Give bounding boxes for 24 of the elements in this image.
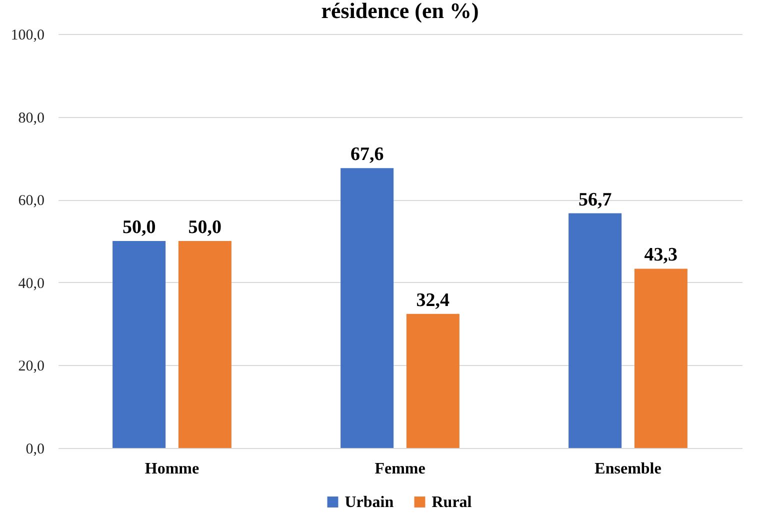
y-tick-label: 0,0 (26, 442, 44, 458)
y-tick-label: 100,0 (10, 28, 44, 44)
bar (112, 241, 166, 448)
data-label: 32,4 (416, 290, 450, 311)
y-tick-label: 20,0 (18, 358, 44, 375)
chart-title: résidence (en %) (321, 0, 479, 23)
data-label: 50,0 (122, 217, 156, 238)
data-label: 67,6 (350, 144, 384, 166)
legend-label: Rural (432, 494, 472, 511)
data-label: 43,3 (644, 244, 678, 266)
y-tick-label: 40,0 (18, 276, 44, 292)
x-tick-label: Ensemble (594, 460, 662, 478)
y-tick-label: 60,0 (18, 193, 44, 210)
bar (340, 168, 394, 448)
data-label: 56,7 (578, 189, 612, 210)
x-tick-label: Femme (374, 460, 426, 478)
bar (406, 314, 460, 448)
x-tick-label: Homme (144, 460, 200, 478)
bar (178, 241, 232, 448)
legend-label: Urbain (344, 494, 394, 511)
bar (568, 213, 622, 448)
data-label: 50,0 (188, 217, 222, 238)
y-tick-label: 80,0 (18, 110, 44, 126)
bar (634, 268, 688, 448)
